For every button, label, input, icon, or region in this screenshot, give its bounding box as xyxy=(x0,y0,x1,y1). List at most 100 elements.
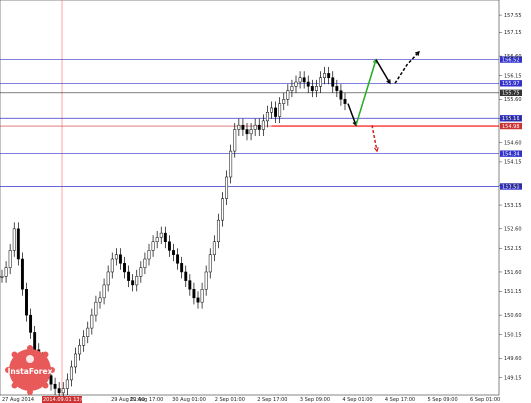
candle-body xyxy=(102,284,106,299)
candle-body xyxy=(310,86,314,91)
candle-body xyxy=(286,90,290,100)
candle-body xyxy=(172,250,175,255)
y-tick-label: 150.15 xyxy=(504,332,522,338)
horizontal-levels: 156.52 155.97 155.75 155.16 154.98 154.34 153.… xyxy=(0,0,522,395)
candle-body xyxy=(323,73,327,78)
level-label-bg xyxy=(500,183,522,190)
candle-body xyxy=(78,345,82,355)
level-label: 154.34 xyxy=(502,151,520,157)
candle-body xyxy=(74,353,77,368)
candle-body xyxy=(0,276,4,278)
candle-body xyxy=(331,77,335,87)
candle-body xyxy=(155,237,159,242)
y-tick-label: 153.60 xyxy=(504,183,522,189)
candle-body xyxy=(61,388,65,394)
forecast-arrow xyxy=(371,125,378,152)
forecast-arrowhead xyxy=(386,79,391,85)
x-tick-label: 27 Aug 2014 xyxy=(2,397,34,403)
candle-body xyxy=(278,103,282,117)
y-tick-label: 152.15 xyxy=(504,246,522,252)
candle-body xyxy=(163,232,167,242)
candle-body xyxy=(147,250,151,260)
forecast-arrowhead xyxy=(373,147,379,153)
level-label: 154.98 xyxy=(502,124,520,130)
level-label: 153.58 xyxy=(502,184,520,190)
x-tick-label: 2 Sep 17:00 xyxy=(257,397,287,403)
candle-body xyxy=(212,241,216,255)
candle-body xyxy=(4,267,8,277)
candle-body xyxy=(319,77,322,87)
candle-body xyxy=(16,228,20,260)
candle-body xyxy=(49,375,53,385)
forecast-arrowhead xyxy=(372,58,378,64)
candle-body xyxy=(167,241,171,251)
x-tick-label: 4 Sep 17:00 xyxy=(385,397,415,403)
y-tick-label: 153.15 xyxy=(504,203,522,209)
candle-body xyxy=(53,383,57,389)
y-tick-label: 154.15 xyxy=(504,160,522,166)
x-tick-label: 2 Sep 01:00 xyxy=(215,397,245,403)
x-tick-label: 6 Sep 01:00 xyxy=(470,397,500,403)
y-tick-label: 157.15 xyxy=(504,30,522,36)
forecast-arrow xyxy=(347,103,357,126)
candle-body xyxy=(69,366,73,381)
y-tick-label: 149.60 xyxy=(504,356,522,362)
x-tick-label: 29 Aug 17:00 xyxy=(130,397,164,403)
candle-body xyxy=(237,124,241,130)
y-tick-label: 157.55 xyxy=(504,13,522,19)
candle-body xyxy=(306,81,310,87)
candle-body xyxy=(25,288,28,316)
candle-body xyxy=(86,327,90,337)
candle-body xyxy=(118,254,122,264)
candle-body xyxy=(151,241,155,251)
candle-body xyxy=(335,86,339,91)
candle-body xyxy=(184,271,188,281)
candle-body xyxy=(265,111,269,122)
candle-body xyxy=(143,258,147,268)
level-label-bg xyxy=(500,56,522,63)
candle-body xyxy=(241,124,245,130)
candle-body xyxy=(82,336,86,346)
candle-body xyxy=(110,258,114,273)
level-label: 156.52 xyxy=(502,57,520,63)
forecast-arrows xyxy=(347,50,420,153)
candle-body xyxy=(314,86,318,91)
forecast-arrowhead xyxy=(415,50,420,56)
candles-group xyxy=(0,66,347,400)
candle-body xyxy=(200,288,204,303)
candle-body xyxy=(229,150,233,178)
candle-body xyxy=(12,228,16,251)
candle-body xyxy=(274,107,278,117)
level-label: 155.16 xyxy=(502,116,520,122)
candle-body xyxy=(245,129,249,135)
y-tick-label: 151.60 xyxy=(504,270,522,276)
plot-background xyxy=(0,0,500,396)
y-tick-label: 151.15 xyxy=(504,289,522,295)
candle-body xyxy=(159,232,163,238)
candle-body xyxy=(270,107,273,113)
highlighted-x-tick-bg xyxy=(42,396,82,403)
y-tick-label: 155.15 xyxy=(504,117,522,123)
candle-body xyxy=(98,297,102,303)
level-label-bg xyxy=(500,150,522,157)
y-tick-label: 154.60 xyxy=(504,140,522,146)
candle-body xyxy=(233,129,237,152)
candle-body xyxy=(290,86,294,91)
level-label-bg xyxy=(500,80,522,87)
forecast-arrow xyxy=(375,59,391,84)
y-tick-label: 156.60 xyxy=(504,54,522,60)
x-tick-label: 4 Sep 01:00 xyxy=(342,397,372,403)
candle-body xyxy=(327,73,331,78)
candle-body xyxy=(257,124,261,130)
candle-body xyxy=(94,301,98,316)
candle-body xyxy=(261,120,265,130)
candle-body xyxy=(294,81,298,87)
candle-body xyxy=(65,379,69,389)
candle-body xyxy=(225,176,229,199)
candle-body xyxy=(339,90,343,100)
x-tick-label: 29 Aug 01:00 xyxy=(111,397,145,403)
candle-body xyxy=(20,258,24,290)
candle-body xyxy=(180,263,184,273)
